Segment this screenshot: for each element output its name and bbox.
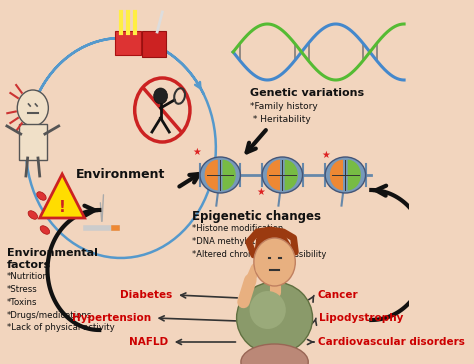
Ellipse shape	[28, 211, 37, 219]
Ellipse shape	[200, 157, 240, 193]
FancyBboxPatch shape	[142, 31, 166, 57]
Circle shape	[17, 90, 48, 126]
Ellipse shape	[40, 226, 50, 234]
Wedge shape	[205, 160, 218, 190]
Ellipse shape	[325, 157, 365, 193]
Circle shape	[154, 88, 167, 104]
Text: Cardiovascular disorders: Cardiovascular disorders	[318, 337, 465, 347]
Ellipse shape	[241, 344, 308, 364]
Text: Environmental
factors: Environmental factors	[7, 248, 98, 270]
Polygon shape	[40, 174, 85, 218]
Circle shape	[254, 238, 295, 286]
Ellipse shape	[237, 282, 312, 354]
Text: !: !	[59, 201, 65, 215]
Text: NAFLD: NAFLD	[129, 337, 168, 347]
Wedge shape	[222, 160, 236, 190]
Text: *Histone modification
*DNA methylation
*Altered chromatin accessibility: *Histone modification *DNA methylation *…	[191, 224, 326, 260]
Text: Diabetes: Diabetes	[120, 290, 173, 300]
Wedge shape	[348, 160, 361, 190]
FancyBboxPatch shape	[115, 31, 141, 55]
Text: ★: ★	[256, 187, 265, 197]
Ellipse shape	[249, 291, 286, 329]
Text: Epigenetic changes: Epigenetic changes	[191, 210, 321, 223]
Text: Cancer: Cancer	[318, 290, 358, 300]
Text: Hypertension: Hypertension	[72, 313, 151, 323]
Ellipse shape	[36, 192, 46, 200]
Text: Lipodystrophy: Lipodystrophy	[319, 313, 404, 323]
Text: ★: ★	[321, 150, 330, 160]
Polygon shape	[254, 232, 295, 255]
Text: *Family history
 * Heritability: *Family history * Heritability	[250, 102, 318, 124]
Text: *Nutrition
*Stress
*Toxins
*Drugs/medications
*Lack of physical activity: *Nutrition *Stress *Toxins *Drugs/medica…	[7, 272, 115, 332]
Wedge shape	[330, 160, 343, 190]
Text: ★: ★	[192, 147, 201, 157]
FancyBboxPatch shape	[19, 124, 46, 160]
Wedge shape	[267, 160, 280, 190]
Text: Genetic variations: Genetic variations	[250, 88, 365, 98]
Text: Environment: Environment	[76, 168, 165, 181]
Wedge shape	[285, 160, 298, 190]
Ellipse shape	[262, 157, 302, 193]
